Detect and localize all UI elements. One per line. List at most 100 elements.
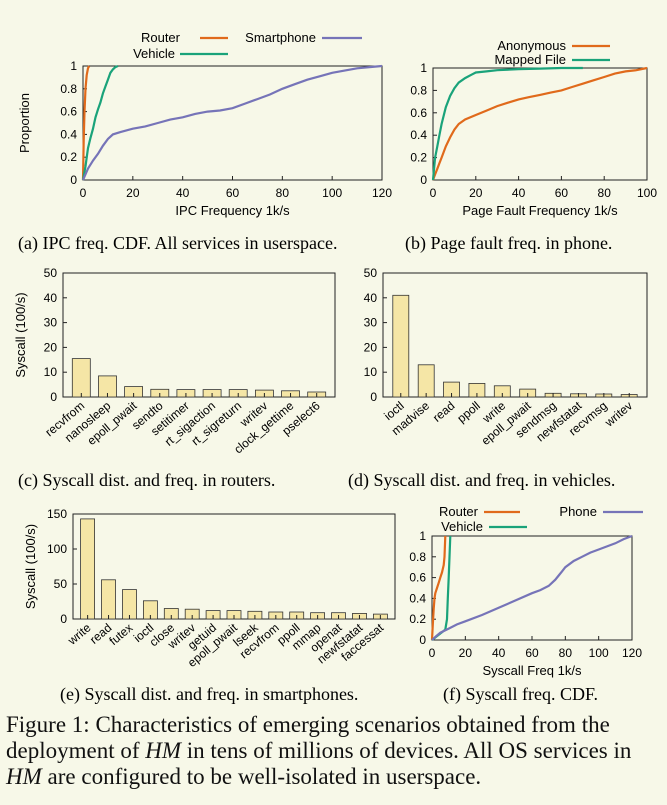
- y-tick-label: 10: [364, 365, 378, 379]
- y-tick-label: 0.4: [410, 128, 427, 142]
- y-tick-label: 20: [364, 340, 378, 354]
- x-axis-label: IPC Frequency 1k/s: [175, 203, 290, 218]
- legend-label: Vehicle: [133, 46, 175, 61]
- y-tick-label: 0.4: [409, 591, 426, 605]
- x-tick-label: 60: [555, 186, 569, 200]
- y-tick-label: 40: [44, 291, 58, 305]
- y-axis-label: Proportion: [17, 93, 32, 153]
- legend-label: Smartphone: [245, 30, 316, 45]
- x-tick-label: 0: [80, 186, 87, 200]
- legend-label: Phone: [559, 504, 597, 519]
- y-tick-label: 0.6: [409, 571, 426, 585]
- y-tick-label: 0: [50, 390, 57, 404]
- x-tick-label: 0: [430, 186, 437, 200]
- bar-recvfrom: [71, 358, 91, 398]
- figure-caption-hm-1: HM: [145, 738, 182, 763]
- chart-b: 0 0.2 0.4 0.6 0.8 1 0 20 40 60 80 100 Page Fault Fre…: [405, 38, 657, 254]
- series-line-smartphone: [81, 64, 383, 181]
- series-line-anonymous: [431, 66, 648, 181]
- y-tick-label: 1: [419, 529, 426, 543]
- x-tick-label: 80: [559, 646, 573, 660]
- category-label: writev: [601, 399, 635, 431]
- series-line-vehicle: [81, 64, 119, 181]
- bar-ioctl: [392, 294, 410, 398]
- x-tick-label: 80: [276, 186, 290, 200]
- legend-label: Mapped File: [494, 52, 566, 67]
- y-tick-label: 0.8: [410, 83, 427, 97]
- y-tick-label: 10: [44, 365, 58, 379]
- y-tick-label: 0: [420, 173, 427, 187]
- x-tick-label: 20: [469, 186, 483, 200]
- x-tick-label: 60: [525, 646, 539, 660]
- plot-frame-f: [431, 535, 633, 641]
- x-tick-label: 120: [372, 186, 392, 200]
- y-tick-label: 150: [47, 507, 67, 521]
- x-axis-label: Syscall Freq 1k/s: [483, 663, 582, 678]
- subfigure-caption-b: (b) Page fault freq. in phone.: [405, 233, 612, 254]
- y-tick-label: 40: [364, 291, 378, 305]
- bar-futex: [122, 589, 137, 620]
- bar-write: [80, 518, 95, 620]
- y-tick-label: 0: [419, 633, 426, 647]
- series-line-vehicle: [431, 535, 452, 641]
- figure-caption-label: Figure 1:: [6, 712, 90, 737]
- x-tick-label: 80: [598, 186, 612, 200]
- y-tick-label: 50: [364, 266, 378, 280]
- x-tick-label: 40: [492, 646, 506, 660]
- category-label: ppoll: [454, 399, 482, 426]
- series-line-router: [81, 65, 91, 181]
- figure-caption-text-2: in tens of millions of devices. All OS s…: [181, 738, 632, 763]
- y-tick-label: 20: [44, 340, 58, 354]
- x-tick-label: 0: [429, 646, 436, 660]
- y-tick-label: 1: [420, 61, 427, 75]
- legend-label: Router: [141, 30, 181, 45]
- y-tick-label: 0.8: [60, 82, 77, 96]
- plot-frame-c: [62, 272, 336, 398]
- legend-label: Anonymous: [497, 38, 566, 53]
- series-line-router: [430, 535, 447, 641]
- chart-a: 0 0.2 0.4 0.6 0.8 1 Proportion 0 20 40 60 80 100 120 I…: [17, 30, 392, 254]
- y-tick-label: 0: [370, 390, 377, 404]
- y-tick-label: 50: [44, 266, 58, 280]
- x-tick-label: 100: [637, 186, 657, 200]
- plot-frame-a: [82, 65, 383, 181]
- series-line-mapped-file: [431, 66, 583, 181]
- x-tick-label: 40: [512, 186, 526, 200]
- chart-f: 0 0.2 0.4 0.6 0.8 1 0 20 40 60 80 100 120 Syscall Fre…: [409, 504, 643, 705]
- y-tick-label: 0.6: [410, 106, 427, 120]
- figure-caption-text-3: are configured to be well-isolated in us…: [41, 764, 482, 789]
- y-axis-label: Syscall (100/s): [23, 524, 38, 609]
- x-tick-label: 60: [226, 186, 240, 200]
- y-tick-label: 0.4: [60, 127, 77, 141]
- y-tick-label: 0.2: [60, 150, 77, 164]
- y-tick-label: 1: [70, 59, 77, 73]
- x-tick-label: 100: [589, 646, 609, 660]
- y-tick-label: 30: [44, 316, 58, 330]
- subfigure-caption-d: (d) Syscall dist. and freq. in vehicles.: [348, 470, 615, 491]
- x-tick-label: 40: [176, 186, 190, 200]
- x-axis-label: Page Fault Frequency 1k/s: [462, 203, 618, 218]
- y-tick-label: 50: [54, 577, 68, 591]
- x-tick-label: 100: [322, 186, 342, 200]
- plot-frame-d: [382, 272, 648, 398]
- y-tick-label: 100: [47, 542, 67, 556]
- y-tick-label: 0.2: [409, 612, 426, 626]
- y-tick-label: 0.2: [410, 151, 427, 165]
- plot-frame-e: [72, 513, 396, 620]
- y-tick-label: 0: [60, 612, 67, 626]
- chart-d: 01020304050ioctlmadvisereadppollwriteepo…: [348, 266, 648, 491]
- legend-label: Vehicle: [441, 519, 483, 534]
- y-tick-label: 30: [364, 316, 378, 330]
- subfigure-caption-c: (c) Syscall dist. and freq. in routers.: [18, 470, 275, 491]
- subfigure-caption-a: (a) IPC freq. CDF. All services in users…: [18, 233, 337, 254]
- figure-caption-text-1: Characteristics of emerging scenarios ob…: [6, 712, 610, 763]
- x-tick-label: 20: [459, 646, 473, 660]
- subfigure-caption-f: (f) Syscall freq. CDF.: [443, 684, 598, 705]
- figure-caption: Figure 1: Characteristics of emerging sc…: [6, 712, 661, 790]
- plot-frame-b: [432, 67, 648, 181]
- bar-read: [101, 579, 116, 620]
- y-tick-label: 0.8: [409, 550, 426, 564]
